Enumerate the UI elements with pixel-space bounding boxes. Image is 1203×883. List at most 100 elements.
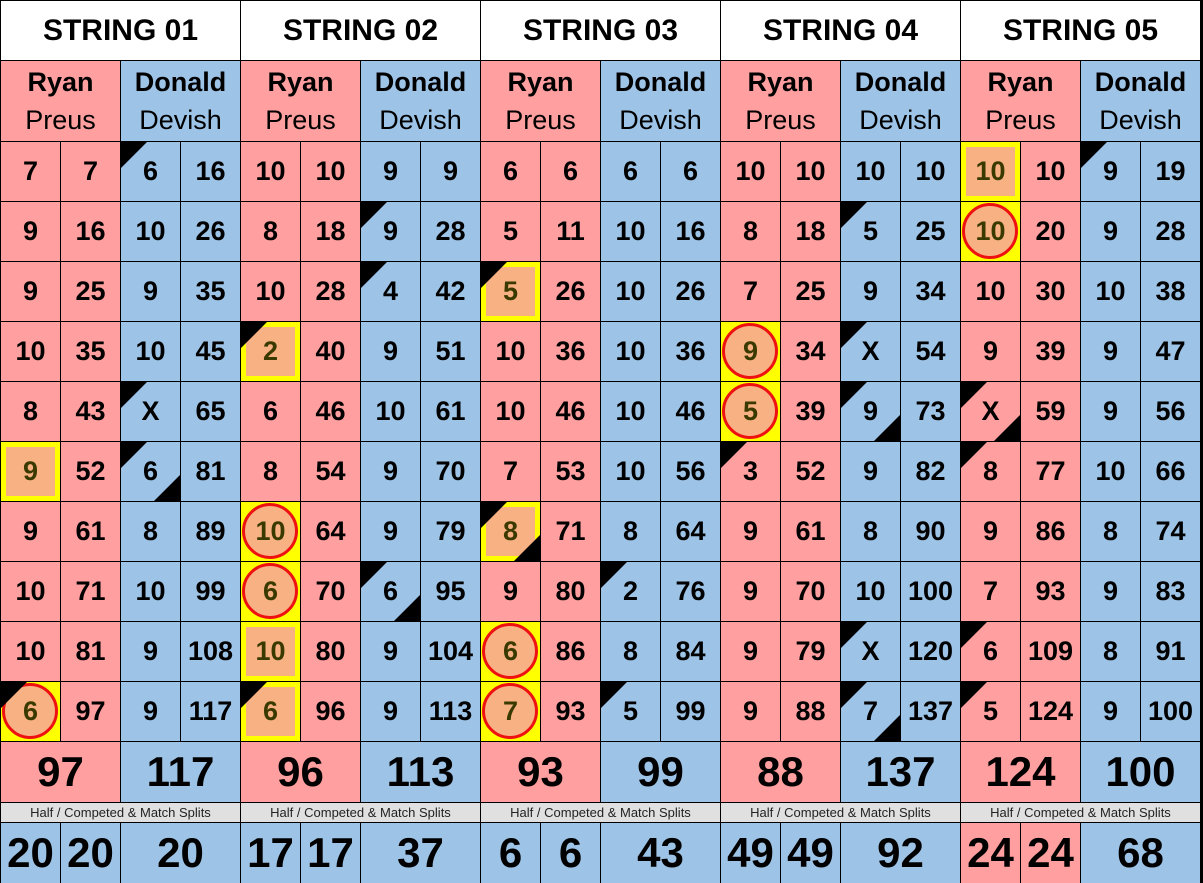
cumulative-score-cell: 19: [1141, 142, 1200, 201]
score-value: 7: [982, 576, 999, 606]
frame-score-cell: 9: [841, 442, 900, 501]
score-value: 28: [1155, 216, 1186, 246]
cumulative-score-cell: 99: [661, 682, 720, 741]
player-first-name: Donald: [134, 67, 227, 97]
score-value: 10: [615, 396, 646, 426]
string-title: STRING 03: [481, 1, 720, 60]
frame-score-cell: 10: [1, 622, 60, 681]
cumulative-score-cell: 30: [1021, 262, 1080, 321]
frame-score-cell: 8: [961, 442, 1020, 501]
cumulative-score-cell: 93: [1021, 562, 1080, 621]
frame-score-cell: 9: [361, 142, 420, 201]
cumulative-score-cell: 96: [301, 682, 360, 741]
frame-score-cell: 6: [121, 442, 180, 501]
frame-score-cell: 9: [721, 682, 780, 741]
score-value: 6: [982, 636, 999, 666]
cumulative-score-cell: 108: [181, 622, 240, 681]
score-value: 9: [382, 456, 399, 486]
frame-score-cell: 10: [361, 382, 420, 441]
frame-score-cell: 6: [361, 562, 420, 621]
frame-score-cell: 10: [1, 322, 60, 381]
frame-score-cell: 4: [361, 262, 420, 321]
frame-score-cell: 10: [1081, 442, 1140, 501]
cumulative-score-cell: 10: [301, 142, 360, 201]
frame-score-cell: 2: [241, 322, 300, 381]
cumulative-score-cell: 99: [181, 562, 240, 621]
score-value: 10: [975, 156, 1006, 186]
score-value: 93: [1035, 576, 1066, 606]
cumulative-score-cell: 47: [1141, 322, 1200, 381]
frame-score-cell: 9: [361, 322, 420, 381]
frame-score-cell: 10: [841, 142, 900, 201]
score-value: 90: [915, 516, 946, 546]
cumulative-score-cell: 28: [1141, 202, 1200, 261]
frame-score-cell: 5: [841, 202, 900, 261]
score-value: 91: [1155, 636, 1186, 666]
player-name-donald: Donald Devish: [121, 61, 240, 141]
score-value: 99: [675, 696, 706, 726]
frame-score-cell: 10: [1, 562, 60, 621]
score-value: 83: [1155, 576, 1186, 606]
score-value: 2: [262, 336, 279, 366]
cumulative-score-cell: 25: [901, 202, 960, 261]
frame-score-cell: 8: [121, 502, 180, 561]
player-first-name: Ryan: [507, 67, 574, 97]
score-value: 10: [915, 156, 946, 186]
cumulative-score-cell: 18: [781, 202, 840, 261]
score-value: 76: [675, 576, 706, 606]
highlight-square: [6, 447, 55, 496]
cumulative-score-cell: 38: [1141, 262, 1200, 321]
frame-score-cell: 9: [361, 442, 420, 501]
score-value: 9: [1102, 576, 1119, 606]
score-value: 9: [862, 456, 879, 486]
frame-score-cell: 8: [481, 502, 540, 561]
cumulative-score-cell: 61: [421, 382, 480, 441]
score-value: 6: [622, 156, 639, 186]
highlight-square: [246, 327, 295, 376]
score-value: 8: [742, 216, 759, 246]
frame-score-cell: 10: [481, 322, 540, 381]
score-value: 81: [195, 456, 226, 486]
frame-score-cell: X: [841, 322, 900, 381]
score-value: 16: [675, 216, 706, 246]
score-value: 10: [15, 636, 46, 666]
frame-score-cell: 9: [961, 322, 1020, 381]
score-value: 7: [502, 696, 519, 726]
score-value: 70: [315, 576, 346, 606]
frame-score-cell: 9: [121, 622, 180, 681]
player-first-name: Donald: [854, 67, 947, 97]
score-value: 80: [315, 636, 346, 666]
score-value: 8: [262, 456, 279, 486]
score-value: 93: [555, 696, 586, 726]
score-value: 71: [555, 516, 586, 546]
cumulative-score-cell: 73: [901, 382, 960, 441]
cumulative-score-cell: 10: [1021, 142, 1080, 201]
score-value: 35: [75, 336, 106, 366]
cumulative-score-cell: 97: [61, 682, 120, 741]
score-value: 86: [555, 636, 586, 666]
score-value: 9: [502, 576, 519, 606]
score-value: 9: [22, 216, 39, 246]
score-value: 9: [1102, 336, 1119, 366]
score-value: 9: [742, 636, 759, 666]
split-label: Half / Competed & Match Splits: [481, 803, 720, 822]
string-title: STRING 02: [241, 1, 480, 60]
player-first-name: Donald: [614, 67, 707, 97]
score-value: 77: [1035, 456, 1066, 486]
frame-score-cell: 10: [601, 202, 660, 261]
score-value: 8: [502, 516, 519, 546]
frame-score-cell: 9: [721, 622, 780, 681]
score-value: 71: [75, 576, 106, 606]
frame-score-cell: 7: [1, 142, 60, 201]
cumulative-score-cell: 45: [181, 322, 240, 381]
cumulative-score-cell: 51: [421, 322, 480, 381]
player-name-ryan: Ryan Preus: [721, 61, 840, 141]
cumulative-score-cell: 36: [541, 322, 600, 381]
score-value: 9: [142, 696, 159, 726]
frame-score-cell: 8: [841, 502, 900, 561]
frame-score-cell: 9: [1, 262, 60, 321]
score-value: 10: [855, 156, 886, 186]
cumulative-score-cell: 16: [661, 202, 720, 261]
cumulative-score-cell: 10: [901, 142, 960, 201]
